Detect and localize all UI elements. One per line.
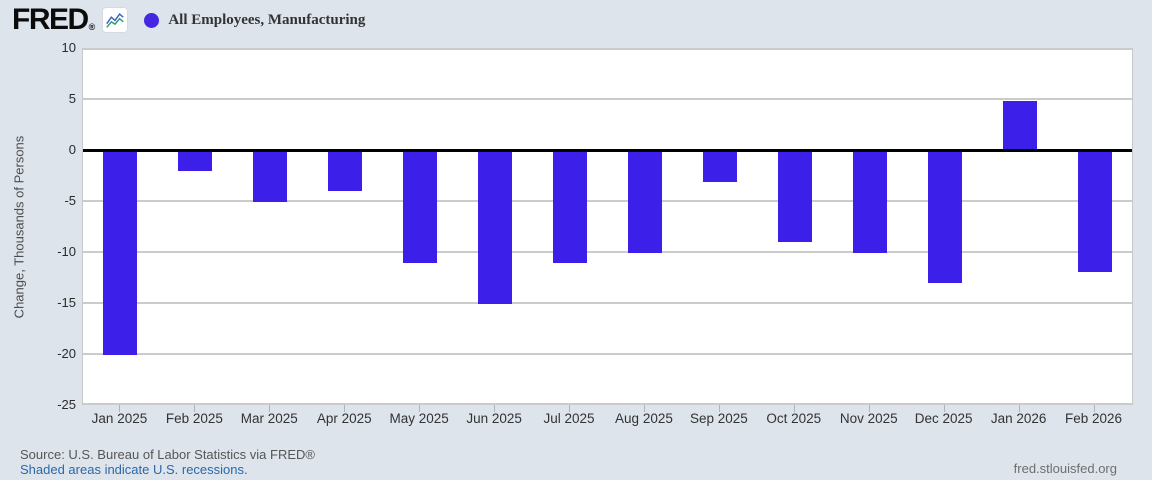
gridline <box>83 251 1132 253</box>
recession-note-link[interactable]: Shaded areas indicate U.S. recessions. <box>20 462 248 477</box>
x-tick-label: Oct 2025 <box>766 411 822 426</box>
x-tickmark <box>1018 405 1020 412</box>
x-tickmark <box>119 405 121 412</box>
x-tick-label: Mar 2025 <box>240 411 298 426</box>
y-tick-label: 10 <box>61 40 76 55</box>
bar-dec-2025[interactable] <box>927 150 962 283</box>
x-tickmark <box>793 405 795 412</box>
bar-sep-2025[interactable] <box>702 150 737 182</box>
x-tickmark <box>344 405 346 412</box>
x-tick-label: Dec 2025 <box>914 411 973 426</box>
gridline <box>83 403 1132 405</box>
fred-logo[interactable]: FRED <box>12 3 89 36</box>
gridline <box>83 302 1132 304</box>
zero-line <box>83 148 1132 152</box>
x-tickmark <box>419 405 421 412</box>
bar-oct-2025[interactable] <box>777 150 812 242</box>
gridline <box>83 200 1132 202</box>
fred-site-link[interactable]: fred.stlouisfed.org <box>1013 461 1117 476</box>
bar-may-2025[interactable] <box>403 150 438 264</box>
line-chart-icon <box>102 7 129 33</box>
x-tick-label: Aug 2025 <box>615 411 673 426</box>
y-tick-label: -15 <box>57 295 76 310</box>
x-tickmark <box>718 405 720 412</box>
x-tick-label: Feb 2025 <box>165 411 223 426</box>
y-tick-label: -20 <box>57 346 76 361</box>
bar-feb-2026[interactable] <box>1077 150 1112 273</box>
y-tick-label: 0 <box>68 142 76 157</box>
y-tick-label: 5 <box>68 91 76 106</box>
bar-aug-2025[interactable] <box>627 150 662 254</box>
x-tick-label: Feb 2026 <box>1065 411 1123 426</box>
x-tick-label: Jul 2025 <box>543 411 595 426</box>
y-tick-label: -10 <box>57 244 76 259</box>
x-tick-label: May 2025 <box>389 411 449 426</box>
x-axis-labels: Jan 2025 Feb 2025 Mar 2025 Apr 2025 May 2025… <box>82 411 1131 431</box>
x-tickmark <box>494 405 496 412</box>
gridline <box>83 48 1132 50</box>
source-text: Source: U.S. Bureau of Labor Statistics … <box>20 447 315 462</box>
x-tickmark <box>1093 405 1095 412</box>
registered-mark: ® <box>88 22 96 32</box>
header: FRED ® All Employees, Manufacturing <box>12 5 365 35</box>
x-tickmark <box>269 405 271 412</box>
plot-area <box>82 48 1133 405</box>
gridline <box>83 353 1132 355</box>
x-tick-label: Sep 2025 <box>689 411 748 426</box>
x-tick-label: Apr 2025 <box>316 411 372 426</box>
bar-jun-2025[interactable] <box>478 150 513 305</box>
x-tickmark <box>194 405 196 412</box>
y-tick-label: -25 <box>57 397 76 412</box>
legend-marker-icon <box>144 12 160 28</box>
x-tickmark <box>943 405 945 412</box>
bar-jan-2025[interactable] <box>103 150 138 356</box>
x-axis-tickmarks <box>82 405 1131 413</box>
bar-mar-2025[interactable] <box>253 150 288 203</box>
bar-jan-2026[interactable] <box>1002 101 1037 150</box>
x-tickmark <box>868 405 870 412</box>
y-tick-label: -5 <box>64 193 76 208</box>
x-tick-label: Jun 2025 <box>466 411 522 426</box>
bar-nov-2025[interactable] <box>852 150 887 254</box>
x-tick-label: Jan 2025 <box>91 411 148 426</box>
bar-feb-2025[interactable] <box>178 150 213 172</box>
gridline <box>83 98 1132 100</box>
x-tickmark <box>643 405 645 412</box>
x-tickmark <box>569 405 571 412</box>
legend-series-label: All Employees, Manufacturing <box>168 11 366 28</box>
x-tick-label: Nov 2025 <box>839 411 898 426</box>
bar-jul-2025[interactable] <box>553 150 588 264</box>
bar-apr-2025[interactable] <box>328 150 363 191</box>
x-tick-label: Jan 2026 <box>990 411 1047 426</box>
